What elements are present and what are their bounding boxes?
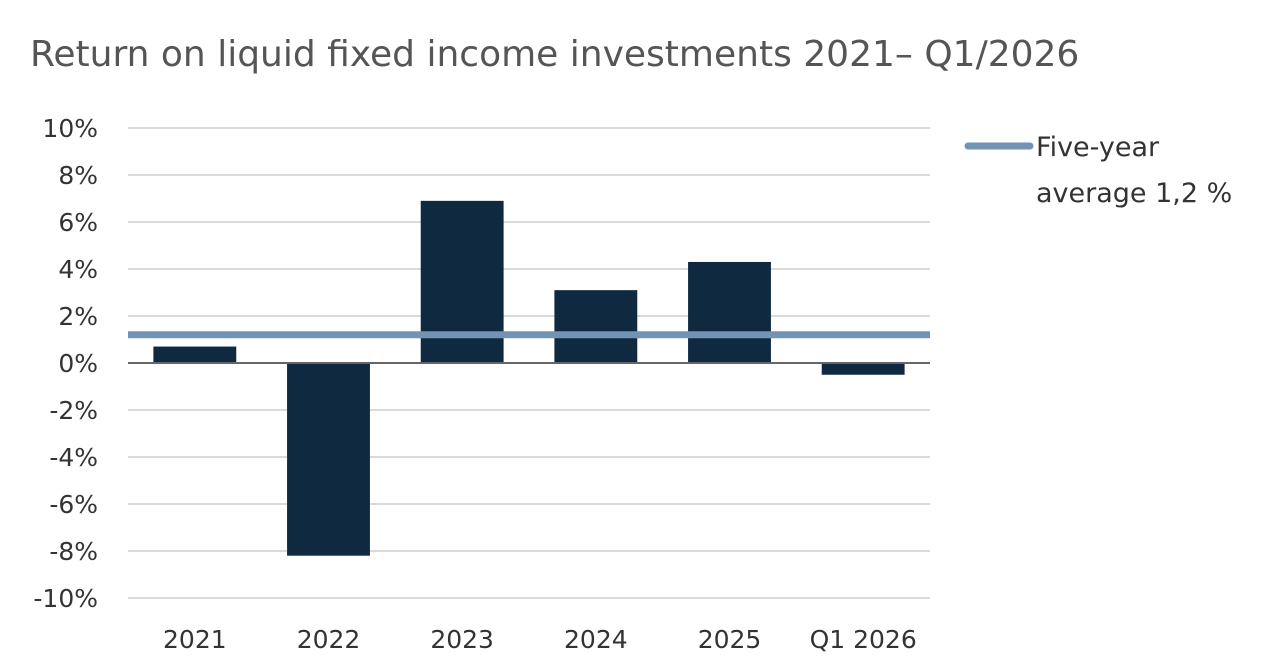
y-tick-label: -2% (49, 396, 98, 425)
bar (287, 363, 370, 556)
bar (688, 261, 771, 363)
y-tick-label: -4% (49, 443, 98, 472)
y-tick-label: 10% (42, 114, 98, 143)
bar (554, 290, 638, 363)
bar (821, 363, 905, 375)
y-tick-label: -10% (33, 584, 98, 613)
chart-title: Return on liquid fixed income investment… (30, 34, 1080, 75)
y-tick-label: -8% (49, 537, 98, 566)
x-tick-label: 2021 (163, 625, 227, 654)
bar (153, 346, 237, 363)
y-tick-label: 2% (58, 302, 98, 331)
grid-lines (128, 127, 930, 599)
y-tick-label: 8% (58, 161, 98, 190)
y-tick-label: 4% (58, 255, 98, 284)
legend: Five-year average 1,2 % (964, 132, 1232, 209)
y-tick-label: 6% (58, 208, 98, 237)
legend-label: Five-year (1036, 132, 1160, 163)
x-tick-label: 2024 (564, 625, 628, 654)
x-tick-label: 2023 (430, 625, 494, 654)
legend-label: average 1,2 % (1036, 178, 1232, 209)
x-tick-label: 2025 (698, 625, 762, 654)
bars (153, 200, 905, 556)
y-tick-labels: 10% 8% 6% 4% 2% 0% -2% -4% -6% -8% -10% (33, 114, 98, 613)
bar (420, 200, 504, 363)
x-tick-labels: 2021 2022 2023 2024 2025 Q1 2026 (163, 625, 917, 654)
y-tick-label: -6% (49, 490, 98, 519)
x-tick-label: Q1 2026 (810, 625, 917, 654)
y-tick-label: 0% (58, 349, 98, 378)
x-tick-label: 2022 (297, 625, 361, 654)
